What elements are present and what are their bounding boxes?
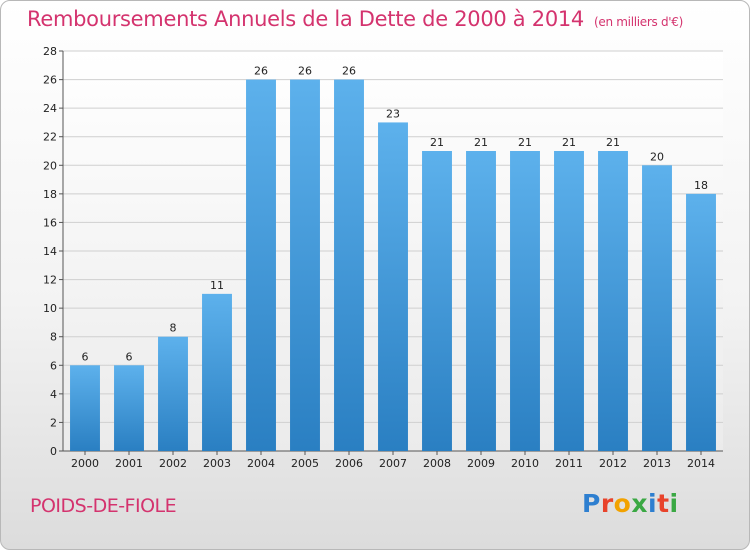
bar-value-label: 20 xyxy=(650,150,664,163)
bar-value-label: 6 xyxy=(126,350,133,363)
y-tick-label: 10 xyxy=(43,302,57,315)
bar xyxy=(422,151,452,451)
bar-value-label: 26 xyxy=(342,65,356,78)
bar-value-label: 26 xyxy=(254,65,268,78)
title-unit: (en milliers d'€) xyxy=(594,15,684,29)
logo-letter: r xyxy=(600,489,614,518)
bar xyxy=(598,151,628,451)
y-tick-label: 16 xyxy=(43,216,57,229)
x-tick-label: 2004 xyxy=(247,457,275,470)
title-text: Remboursements Annuels de la Dette de 20… xyxy=(27,7,584,31)
x-tick-label: 2009 xyxy=(467,457,495,470)
y-tick-label: 22 xyxy=(43,131,57,144)
x-tick-label: 2002 xyxy=(159,457,187,470)
bar xyxy=(70,365,100,451)
bar-value-label: 8 xyxy=(170,322,177,335)
y-tick-label: 14 xyxy=(43,245,57,258)
y-tick-label: 18 xyxy=(43,188,57,201)
bar xyxy=(334,79,364,452)
bar-value-label: 21 xyxy=(518,136,532,149)
commune-name: POIDS-DE-FIOLE xyxy=(30,495,177,517)
y-tick-label: 0 xyxy=(50,445,57,458)
x-tick-label: 2014 xyxy=(687,457,715,470)
bar-value-label: 23 xyxy=(386,107,400,120)
bar-value-label: 21 xyxy=(474,136,488,149)
bar-value-label: 21 xyxy=(430,136,444,149)
logo-letter: i xyxy=(648,489,658,518)
bar xyxy=(554,151,584,451)
bar xyxy=(114,365,144,451)
bar xyxy=(686,193,716,451)
x-tick-label: 2007 xyxy=(379,457,407,470)
y-tick-label: 24 xyxy=(43,102,57,115)
bar xyxy=(378,122,408,451)
y-tick-label: 12 xyxy=(43,274,57,287)
bar-value-label: 11 xyxy=(210,279,224,292)
x-tick-label: 2006 xyxy=(335,457,363,470)
bar xyxy=(290,79,320,452)
x-tick-label: 2001 xyxy=(115,457,143,470)
x-tick-label: 2000 xyxy=(71,457,99,470)
logo-letter: i xyxy=(669,489,679,518)
logo-letter: t xyxy=(657,489,670,518)
y-tick-label: 28 xyxy=(43,45,57,58)
logo-letter: o xyxy=(613,489,632,518)
x-tick-label: 2003 xyxy=(203,457,231,470)
logo-letter: x xyxy=(631,489,648,518)
y-tick-label: 2 xyxy=(50,416,57,429)
y-tick-label: 26 xyxy=(43,74,57,87)
chart-title: Remboursements Annuels de la Dette de 20… xyxy=(27,7,683,31)
y-tick-label: 20 xyxy=(43,159,57,172)
bar xyxy=(510,151,540,451)
y-tick-label: 4 xyxy=(50,388,57,401)
bar xyxy=(202,293,232,451)
bar-value-label: 26 xyxy=(298,65,312,78)
x-tick-label: 2011 xyxy=(555,457,583,470)
y-tick-label: 8 xyxy=(50,331,57,344)
x-tick-label: 2013 xyxy=(643,457,671,470)
bar xyxy=(246,79,276,452)
proxiti-logo: Proxiti xyxy=(582,489,679,518)
bar xyxy=(466,151,496,451)
bar xyxy=(158,336,188,451)
bar-value-label: 18 xyxy=(694,179,708,192)
x-tick-label: 2008 xyxy=(423,457,451,470)
x-tick-label: 2012 xyxy=(599,457,627,470)
bar-value-label: 21 xyxy=(562,136,576,149)
bar-value-label: 6 xyxy=(82,350,89,363)
x-tick-label: 2005 xyxy=(291,457,319,470)
logo-letter: P xyxy=(582,489,601,518)
y-tick-label: 6 xyxy=(50,359,57,372)
bar-value-label: 21 xyxy=(606,136,620,149)
bar xyxy=(642,165,672,452)
x-tick-label: 2010 xyxy=(511,457,539,470)
